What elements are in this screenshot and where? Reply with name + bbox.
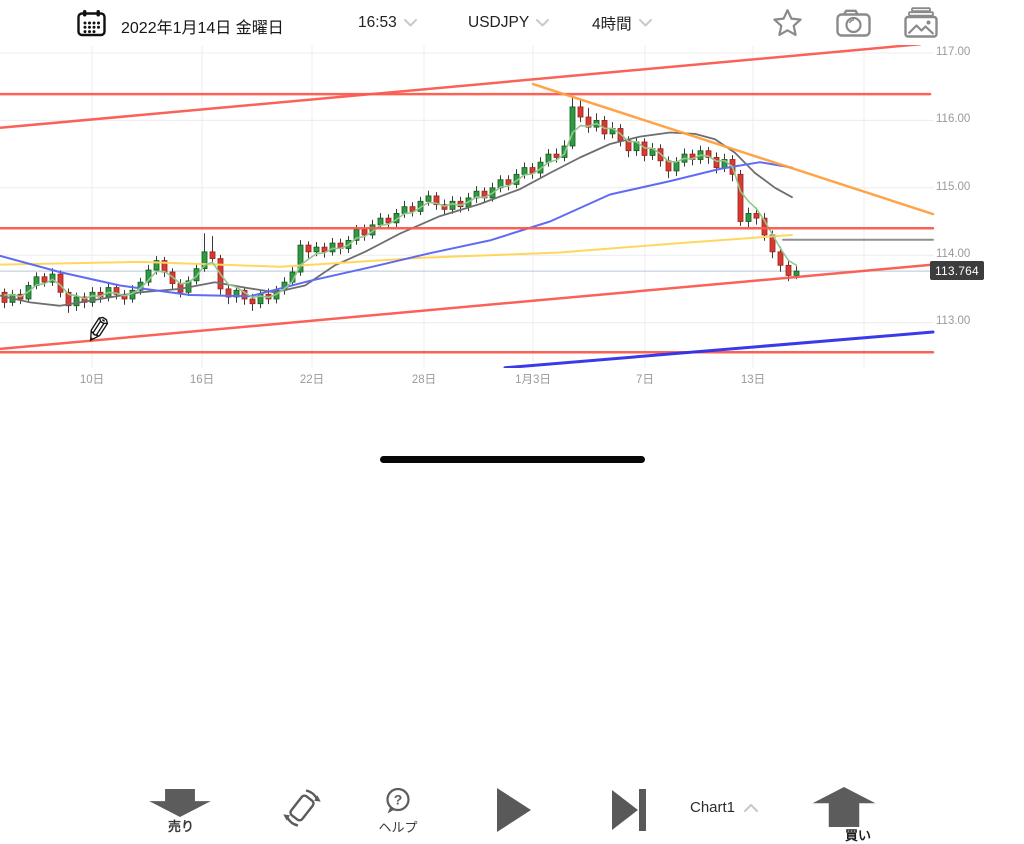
screenshot-button[interactable] xyxy=(836,0,871,45)
time-dropdown[interactable]: 16:53 xyxy=(358,0,417,45)
sell-arrow-icon xyxy=(149,789,211,817)
help-button[interactable]: ? xyxy=(384,787,412,815)
y-axis-label: 116.00 xyxy=(936,113,971,125)
favorite-button[interactable] xyxy=(772,0,803,45)
photo-library-icon xyxy=(904,7,938,38)
chart-selector[interactable]: Chart1 xyxy=(690,799,759,816)
help-button-label[interactable]: ヘルプ xyxy=(378,820,418,835)
price-chart-canvas[interactable] xyxy=(0,45,1024,368)
help-icon: ? xyxy=(386,787,410,814)
gallery-button[interactable] xyxy=(903,0,939,45)
buy-button-label[interactable]: 買い xyxy=(844,828,871,843)
home-indicator[interactable] xyxy=(380,456,645,463)
svg-text:?: ? xyxy=(394,792,403,808)
y-axis-label: 114.00 xyxy=(936,248,971,260)
timeframe-dropdown[interactable]: 4時間 xyxy=(592,0,652,45)
skip-forward-button[interactable] xyxy=(612,789,646,831)
timeframe-value: 4時間 xyxy=(592,15,632,33)
time-value: 16:53 xyxy=(358,13,397,31)
y-axis-label: 115.00 xyxy=(936,181,971,193)
camera-icon xyxy=(836,9,871,37)
chart-selector-label: Chart1 xyxy=(690,799,736,816)
chevron-down-icon xyxy=(638,18,652,26)
x-axis-label: 10日 xyxy=(79,374,105,386)
x-axis-label: 13日 xyxy=(740,374,766,386)
buy-arrow-icon xyxy=(812,787,876,827)
current-price-badge: 113.764 xyxy=(930,261,984,280)
sell-button[interactable] xyxy=(148,789,212,817)
y-axis-label: 117.00 xyxy=(936,46,971,58)
date-label: 2022年1月14日 金曜日 xyxy=(121,20,284,37)
chevron-up-icon xyxy=(744,803,759,812)
symbol-dropdown[interactable]: USDJPY xyxy=(468,0,550,45)
calendar-button[interactable] xyxy=(77,0,106,45)
bottom-toolbar: 売り ? ヘルプ Chart1 xyxy=(0,390,1024,843)
chevron-down-icon xyxy=(403,18,417,26)
sell-button-label[interactable]: 売り xyxy=(167,819,194,834)
rotate-button[interactable] xyxy=(281,787,323,829)
x-axis-label: 1月3日 xyxy=(515,374,551,386)
star-icon xyxy=(773,8,802,36)
y-axis-label: 113.00 xyxy=(936,315,971,327)
x-axis-label: 7日 xyxy=(636,374,654,386)
x-axis-label: 16日 xyxy=(189,374,215,386)
play-icon xyxy=(497,788,531,832)
header-bar: 2022年1月14日 金曜日 16:53 USDJPY 4時間 xyxy=(0,0,1024,45)
symbol-value: USDJPY xyxy=(468,13,530,31)
skip-forward-icon xyxy=(612,789,646,831)
x-axis-label: 22日 xyxy=(299,374,325,386)
buy-button[interactable] xyxy=(812,787,876,827)
rotate-device-icon xyxy=(283,789,321,827)
x-axis-label: 28日 xyxy=(411,374,437,386)
play-button[interactable] xyxy=(497,788,531,832)
chevron-down-icon xyxy=(536,18,550,26)
calendar-icon xyxy=(77,9,106,36)
